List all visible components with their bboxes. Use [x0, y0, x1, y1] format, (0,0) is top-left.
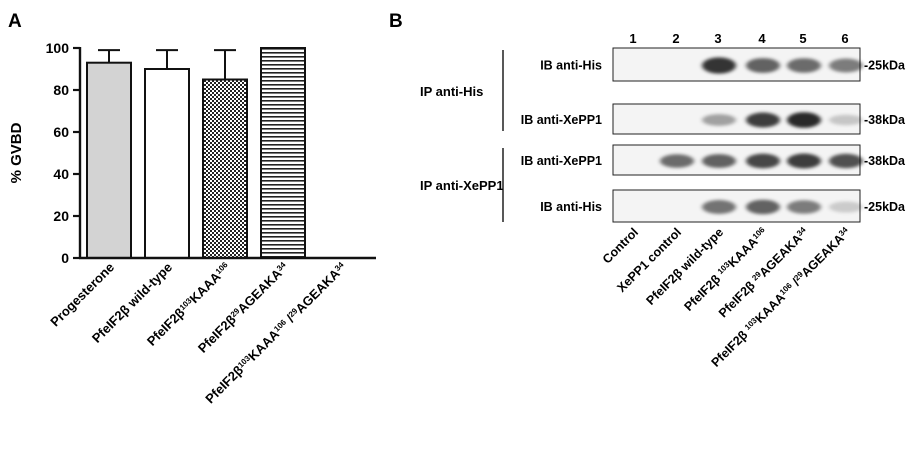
y-axis-ticks: 0 20 40 60 80 100: [46, 40, 80, 266]
label-text: PfeIF2β: [202, 362, 246, 406]
blot-band: [787, 112, 821, 128]
lane-label: PfeIF2β wild-type: [644, 225, 727, 308]
panel-a-letter: A: [8, 11, 22, 32]
bar: [260, 47, 306, 259]
y-tick-label: 0: [61, 250, 69, 266]
label-text: AGEAKA: [799, 232, 847, 280]
bars: [86, 47, 306, 260]
ib-label: IB anti-His: [540, 200, 602, 214]
ip-group-labels: IP anti-His IP anti-XePP1: [420, 50, 504, 222]
blot-band: [702, 57, 736, 74]
blot-band: [829, 153, 863, 169]
kda-marker: -25kDa: [864, 59, 906, 73]
lane-label: Control: [600, 225, 641, 266]
blot-strip: [612, 189, 861, 223]
error-bars: [98, 49, 236, 80]
blot-band: [829, 114, 863, 126]
kda-marker: -25kDa: [864, 200, 906, 214]
label-text: AGEAKA: [234, 265, 285, 316]
panel-b-western-blot: B 1 2 3 4 5 6 IP anti-His IP anti-XePP1 IB ant…: [389, 11, 906, 370]
lane-number: 6: [841, 31, 848, 46]
blot-band: [787, 153, 821, 169]
lane-number: 1: [629, 31, 636, 46]
y-tick-label: 40: [53, 166, 69, 182]
y-tick-label: 20: [53, 208, 69, 224]
ib-label: IB anti-XePP1: [521, 113, 602, 127]
label-text: PfeIF2β: [144, 305, 188, 349]
kda-marker: -38kDa: [864, 154, 906, 168]
label-text: Control: [600, 225, 641, 266]
blot-band: [746, 58, 780, 73]
lane-number: 2: [672, 31, 679, 46]
blot-strip: [612, 103, 861, 135]
blot-strips: IB anti-His -25kDa IB anti-XePP1 -38kDa IB a…: [521, 47, 906, 223]
blot-band: [787, 58, 821, 73]
blot-band: [787, 200, 821, 214]
blot-band: [702, 200, 736, 214]
bar: [202, 78, 248, 259]
lane-numbers: 1 2 3 4 5 6: [629, 31, 848, 46]
lane-number: 3: [714, 31, 721, 46]
bar: [86, 61, 132, 260]
label-text: PfeIF2β: [709, 325, 753, 369]
ib-label: IB anti-His: [540, 59, 602, 73]
label-text: PfeIF2β: [195, 312, 239, 356]
y-axis-label: % GVBD: [8, 122, 25, 183]
panel-a-bar-chart: A % GVBD 0 20 40 60 80 100 ProgesteronePfeIF2…: [8, 11, 376, 406]
panel-b-letter: B: [389, 11, 403, 32]
ib-label: IB anti-XePP1: [521, 154, 602, 168]
blot-band: [829, 58, 863, 73]
y-tick-label: 80: [53, 82, 69, 98]
blot-band: [702, 154, 736, 168]
blot-band: [829, 201, 863, 213]
blot-band: [746, 199, 780, 215]
blot-strip: [612, 144, 861, 176]
label-text: AGEAKA: [292, 265, 343, 316]
blot-band: [702, 114, 736, 126]
lane-number: 4: [758, 31, 766, 46]
blot-strip: [612, 47, 861, 82]
y-tick-label: 60: [53, 124, 69, 140]
blot-band: [660, 154, 694, 168]
kda-marker: -38kDa: [864, 113, 906, 127]
blot-band: [746, 112, 780, 128]
ip-group-label: IP anti-His: [420, 84, 483, 99]
lane-number: 5: [799, 31, 806, 46]
ip-group-label: IP anti-XePP1: [420, 178, 504, 193]
label-text: PfeIF2β wild-type: [644, 225, 727, 308]
blot-band: [746, 153, 780, 169]
y-tick-label: 100: [46, 40, 70, 56]
bar: [144, 68, 190, 259]
